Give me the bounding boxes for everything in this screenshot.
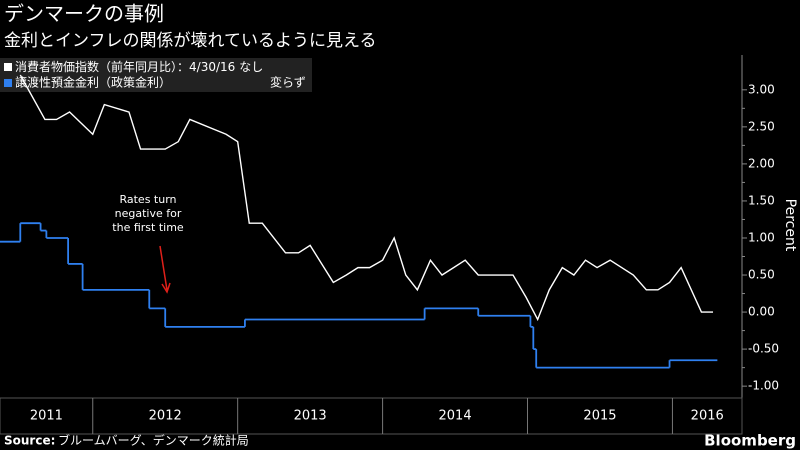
legend-name: 消費者物価指数（前年同月比） xyxy=(15,59,177,74)
x-axis-band xyxy=(0,397,743,435)
x-tick-label: 2016 xyxy=(691,409,724,424)
source: ブルームバーグ、デンマーク統計局 xyxy=(58,433,249,448)
y-tick-label: -0.50 xyxy=(748,342,779,356)
legend-label: 譲渡性預金金利（政策金利） xyxy=(15,75,171,90)
x-tick-label: 2013 xyxy=(294,409,327,424)
brand: Bloomberg xyxy=(704,432,796,450)
y-tick-label: 2.00 xyxy=(748,156,775,170)
annotation: negative for xyxy=(115,207,182,220)
y-tick-label: 3.00 xyxy=(748,82,775,96)
legend-box xyxy=(0,58,312,92)
y-tick-label: -1.00 xyxy=(748,379,779,393)
chart-title: デンマークの事例 xyxy=(4,2,164,26)
y-tick-label: 1.00 xyxy=(748,230,775,244)
series-line xyxy=(19,74,714,322)
legend-last: 変らず xyxy=(270,75,306,90)
x-tick-label: 2014 xyxy=(439,409,472,424)
x-tick-label: 2011 xyxy=(30,409,63,424)
legend-swatch xyxy=(4,63,12,71)
chart-subtitle: 金利とインフレの関係が壊れているように見える xyxy=(4,31,376,51)
y-tick-label: 0.50 xyxy=(748,268,775,282)
annotation-arrow xyxy=(159,245,168,291)
legend-date: ：4/30/16 xyxy=(177,60,235,74)
y-tick-label: 0.00 xyxy=(748,305,775,319)
y-axis-label: Percent xyxy=(782,199,798,252)
y-tick-label: 1.50 xyxy=(748,193,775,207)
legend-last: なし xyxy=(239,60,263,74)
annotation: Rates turn xyxy=(119,193,176,206)
x-tick-label: 2015 xyxy=(583,409,616,424)
annotation-arrowhead xyxy=(161,282,171,294)
annotation: the first time xyxy=(112,221,184,234)
y-tick-label: 2.50 xyxy=(748,119,775,133)
legend-label: 消費者物価指数（前年同月比）：4/30/16 なし xyxy=(15,59,263,74)
legend-swatch xyxy=(4,79,12,87)
x-tick-label: 2012 xyxy=(149,409,182,424)
source-label: Source: xyxy=(4,434,55,448)
